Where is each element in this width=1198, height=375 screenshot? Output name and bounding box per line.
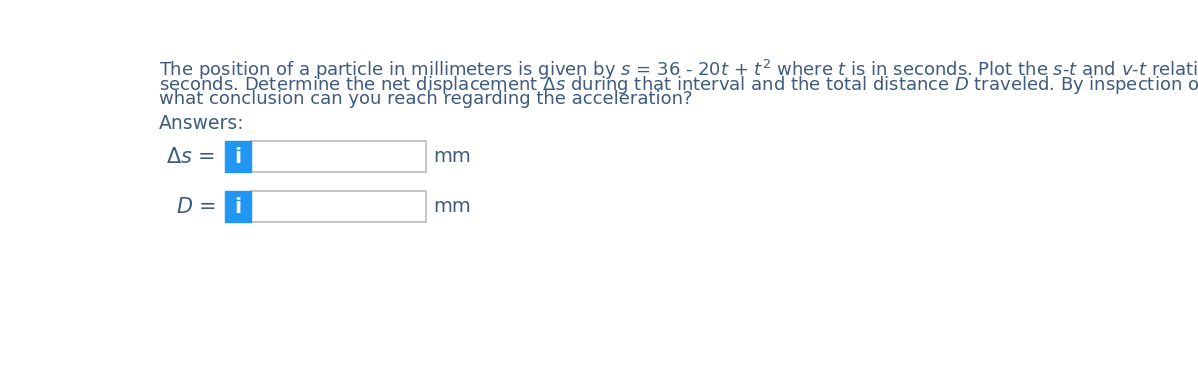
FancyBboxPatch shape: [225, 191, 252, 222]
FancyBboxPatch shape: [225, 141, 252, 172]
Text: i: i: [235, 197, 242, 217]
Text: seconds. Determine the net displacement $\Delta s$ during that interval and the : seconds. Determine the net displacement …: [159, 74, 1198, 96]
Text: i: i: [235, 147, 242, 166]
FancyBboxPatch shape: [252, 141, 425, 172]
Text: what conclusion can you reach regarding the acceleration?: what conclusion can you reach regarding …: [159, 90, 692, 108]
FancyBboxPatch shape: [252, 191, 425, 222]
Text: $\Delta$$s$ =: $\Delta$$s$ =: [167, 147, 216, 166]
Text: Answers:: Answers:: [159, 114, 244, 133]
Text: $D$ =: $D$ =: [176, 197, 216, 217]
Text: mm: mm: [434, 197, 471, 216]
Text: mm: mm: [434, 147, 471, 166]
Text: The position of a particle in millimeters is given by $s$ = 36 - 20$t$ + $t^2$ w: The position of a particle in millimeter…: [159, 58, 1198, 82]
